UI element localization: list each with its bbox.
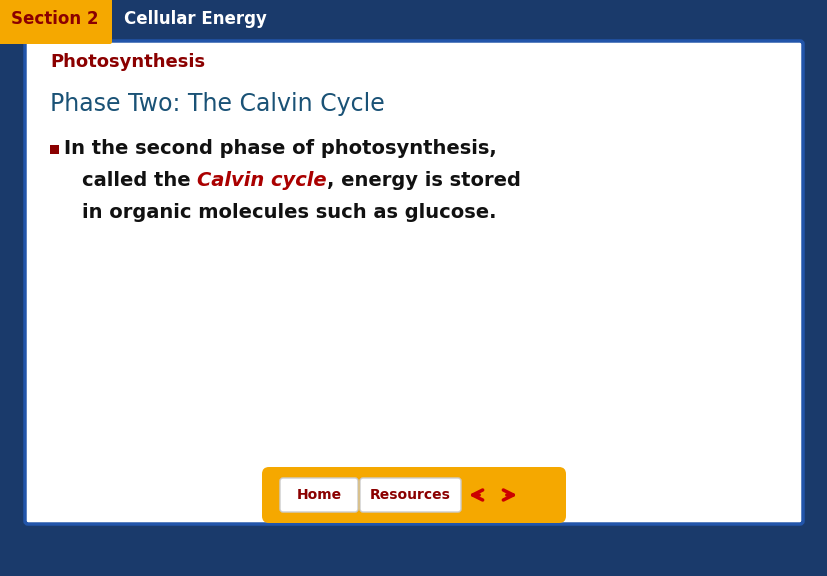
Text: in organic molecules such as glucose.: in organic molecules such as glucose.	[82, 203, 496, 222]
Text: Photosynthesis: Photosynthesis	[50, 53, 205, 71]
Text: Calvin cycle: Calvin cycle	[197, 172, 327, 191]
FancyBboxPatch shape	[0, 0, 112, 44]
Text: Resources: Resources	[370, 488, 451, 502]
FancyBboxPatch shape	[25, 41, 802, 524]
Text: Section 2: Section 2	[12, 10, 98, 28]
Bar	[0, 0, 827, 38]
FancyBboxPatch shape	[261, 467, 566, 523]
Text: In the second phase of photosynthesis,: In the second phase of photosynthesis,	[64, 139, 496, 158]
Text: , energy is stored: , energy is stored	[327, 172, 520, 191]
FancyBboxPatch shape	[360, 478, 461, 512]
Text: Home: Home	[296, 488, 342, 502]
Text: Phase Two: The Calvin Cycle: Phase Two: The Calvin Cycle	[50, 92, 385, 116]
Text: Cellular Energy: Cellular Energy	[124, 10, 266, 28]
Bar	[50, 145, 59, 153]
Text: called the: called the	[82, 172, 197, 191]
FancyBboxPatch shape	[280, 478, 357, 512]
